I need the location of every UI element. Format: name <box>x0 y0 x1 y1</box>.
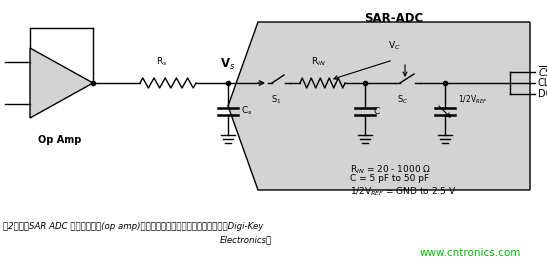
Text: CLK: CLK <box>538 78 547 88</box>
Polygon shape <box>228 22 530 190</box>
Text: R$_{IN}$ = 20 - 1000 Ω: R$_{IN}$ = 20 - 1000 Ω <box>350 163 431 176</box>
Text: C = 5 pF to 50 pF: C = 5 pF to 50 pF <box>350 174 429 183</box>
Text: S$_1$: S$_1$ <box>271 93 281 106</box>
Text: 1/2V$_{REF}$ = GND to 2.5 V: 1/2V$_{REF}$ = GND to 2.5 V <box>350 185 456 197</box>
Text: C$_s$: C$_s$ <box>241 105 253 117</box>
Text: R$_s$: R$_s$ <box>156 55 168 68</box>
Text: 图2：驱动SAR ADC 的运算放大器(op amp)，带有输出稳定滤波器。（图片来源：Digi-Key: 图2：驱动SAR ADC 的运算放大器(op amp)，带有输出稳定滤波器。（图… <box>3 222 263 231</box>
Text: SAR-ADC: SAR-ADC <box>364 12 423 25</box>
Text: Op Amp: Op Amp <box>38 135 82 145</box>
Text: www.cntronics.com: www.cntronics.com <box>420 248 521 258</box>
Text: $\overline{CS}$: $\overline{CS}$ <box>538 65 547 80</box>
Text: Electronics）: Electronics） <box>220 235 272 244</box>
Text: V$_C$: V$_C$ <box>388 39 401 52</box>
Polygon shape <box>30 48 93 118</box>
Text: S$_C$: S$_C$ <box>397 93 409 106</box>
Text: 1/2V$_{REF}$: 1/2V$_{REF}$ <box>458 94 487 106</box>
Text: V$_s$: V$_s$ <box>220 57 236 72</box>
Text: C: C <box>373 106 379 115</box>
Text: DOUT: DOUT <box>538 89 547 99</box>
Text: R$_{IN}$: R$_{IN}$ <box>311 55 325 68</box>
